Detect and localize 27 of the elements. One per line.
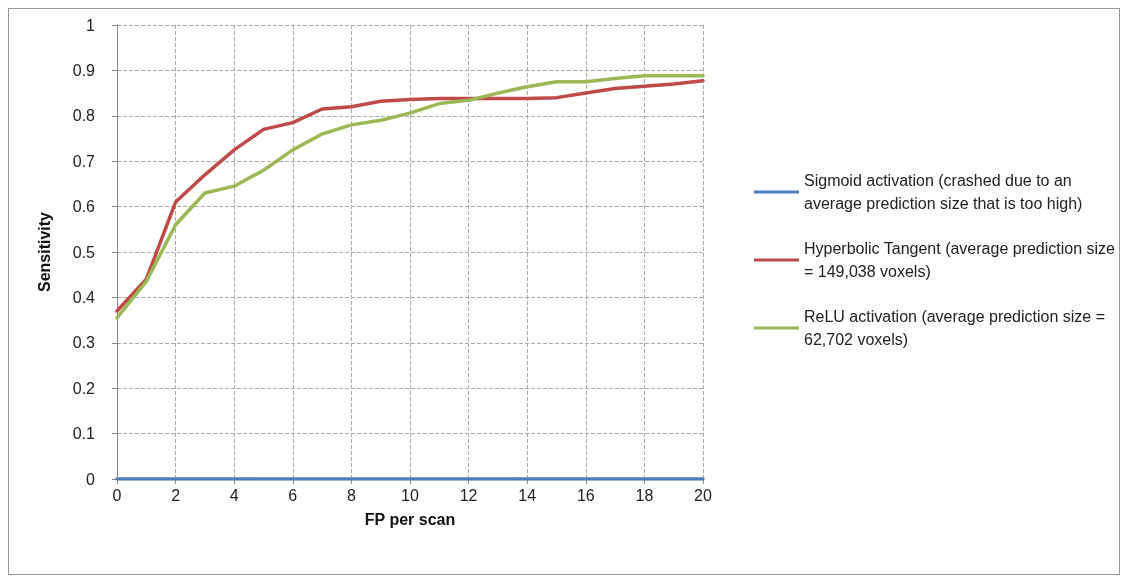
y-tick-label: 0.2: [72, 379, 96, 397]
x-tick-label: 18: [635, 486, 654, 504]
y-tick-label: 0.8: [72, 107, 96, 125]
x-tick-label: 12: [459, 486, 478, 504]
x-tick-label: 10: [401, 486, 419, 504]
x-tick-label: 8: [346, 486, 356, 504]
legend-label: ReLU activation (average prediction size = 62,702 voxels): [804, 308, 1110, 348]
x-tick-label: 14: [518, 486, 537, 504]
x-axis-title: FP per scan: [364, 510, 456, 528]
y-tick-label: 0.5: [72, 243, 96, 261]
y-tick-label: 0.3: [72, 334, 96, 352]
legend-label: Sigmoid activation (crashed due to an average prediction size that is too high): [804, 172, 1083, 212]
y-tick-label: 0.6: [72, 198, 96, 216]
y-tick-label: 0.7: [72, 152, 96, 170]
x-tick-label: 2: [171, 486, 181, 504]
x-tick-label: 16: [576, 486, 595, 504]
y-tick-label: 0.9: [72, 61, 96, 79]
y-tick-label: 0.1: [72, 425, 96, 443]
y-tick-label: 0.4: [72, 288, 96, 306]
y-tick-label: 0: [86, 470, 96, 488]
y-tick-label: 1: [86, 16, 96, 34]
x-tick-label: 4: [229, 486, 239, 504]
x-tick-label: 20: [694, 486, 712, 504]
x-tick-label: 6: [288, 486, 298, 504]
y-axis-title: Sensitivity: [35, 211, 53, 293]
legend-label: Hyperbolic Tangent (average prediction size = 149,038 voxels): [804, 240, 1120, 280]
x-tick-label: 0: [112, 486, 122, 504]
